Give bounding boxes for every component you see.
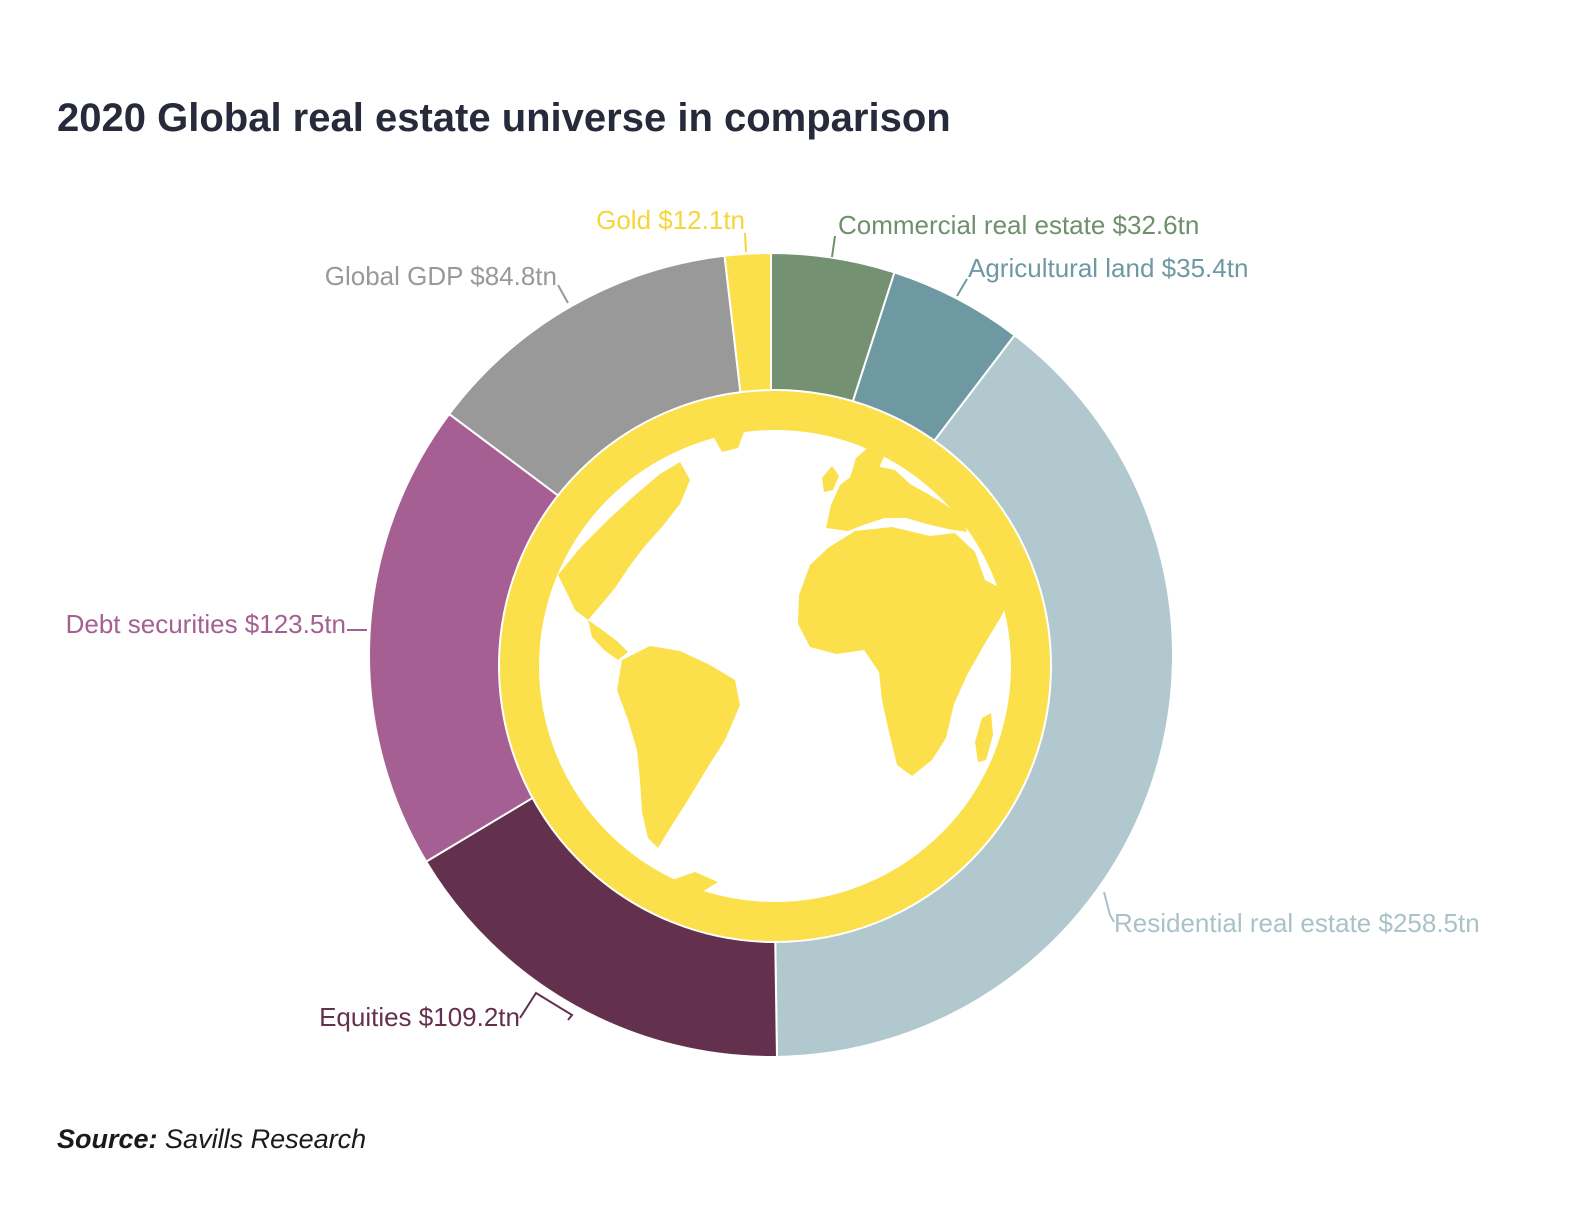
data-label-debt-securities: Debt securities $123.5tn: [66, 609, 346, 639]
source-note: Source: Savills Research: [57, 1124, 366, 1155]
data-label-equities: Equities $109.2tn: [319, 1002, 520, 1032]
data-label-gold: Gold $12.1tn: [596, 205, 745, 235]
leader-line-agricultural-land: [956, 278, 968, 297]
chart-title: 2020 Global real estate universe in comp…: [57, 96, 951, 140]
data-label-residential-real-estate: Residential real estate $258.5tn: [1114, 908, 1480, 938]
leader-line-gold: [744, 232, 747, 253]
leader-line-commercial-real-estate: [831, 235, 836, 258]
leader-line-residential-real-estate: [1103, 891, 1115, 923]
data-label-agricultural-land: Agricultural land $35.4tn: [968, 253, 1248, 283]
data-label-commercial-real-estate: Commercial real estate $32.6tn: [838, 210, 1199, 240]
globe-icon: [498, 389, 1052, 943]
data-label-global-gdp: Global GDP $84.8tn: [325, 261, 557, 291]
leader-line-equities: [519, 991, 574, 1021]
source-label: Source:: [57, 1124, 158, 1154]
leader-line-global-gdp: [557, 284, 569, 304]
source-text: Savills Research: [165, 1124, 367, 1154]
